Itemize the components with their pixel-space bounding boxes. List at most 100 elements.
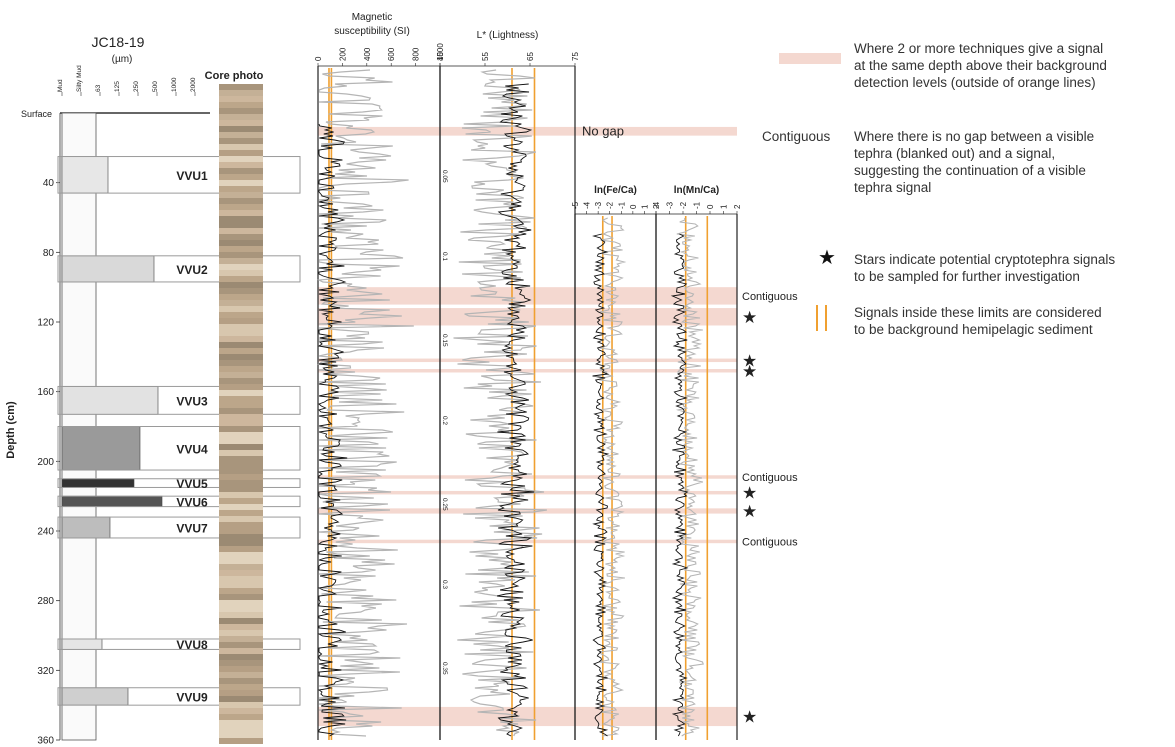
photo-strip xyxy=(219,654,263,660)
photo-strip xyxy=(219,462,263,468)
grain-tick-label: 500 xyxy=(152,81,159,92)
photo-strip xyxy=(219,582,263,588)
depth-tick-label: 320 xyxy=(37,666,54,677)
depth-tick-label: 200 xyxy=(37,457,54,468)
x-tick-label: 1 xyxy=(720,204,729,209)
ms-gray-trace xyxy=(316,69,414,737)
photo-strip xyxy=(219,414,263,420)
x-tick-label: -2 xyxy=(679,201,688,209)
depth-tick-label: 40 xyxy=(43,178,55,189)
core-photo-label: Core photo xyxy=(205,70,264,82)
photo-strip xyxy=(219,426,263,432)
photo-strip xyxy=(219,252,263,258)
unit-box xyxy=(57,638,301,650)
photo-strip xyxy=(219,396,263,402)
photo-strip xyxy=(219,528,263,534)
x-tick-label: -1 xyxy=(693,201,702,209)
photo-strip xyxy=(219,186,263,192)
photo-strip xyxy=(219,468,263,474)
secondary-tick-label: 0.3 xyxy=(441,580,448,589)
core-title: JC18-19 xyxy=(92,34,145,50)
grain-tick-label: 2000 xyxy=(190,77,197,92)
legend-highlight-swatch xyxy=(779,53,841,64)
x-tick-label: 1 xyxy=(640,204,649,209)
unit-box xyxy=(57,495,301,508)
photo-strip xyxy=(219,636,263,642)
photo-strip xyxy=(219,738,263,744)
fe-ca-gray-trace xyxy=(598,217,627,737)
photo-strip xyxy=(219,522,263,528)
photo-strip xyxy=(219,156,263,162)
star-icon: ★ xyxy=(742,484,757,503)
unit-box xyxy=(57,426,301,471)
unit-box xyxy=(57,255,301,283)
x-tick-label: -4 xyxy=(583,201,592,209)
photo-strip xyxy=(219,570,263,576)
legend-lines-text: Signals inside these limits are consider… xyxy=(854,305,1102,337)
legend-highlight-text: Where 2 or more techniques give a signal… xyxy=(854,41,1107,90)
photo-strip xyxy=(219,168,263,174)
unit-box xyxy=(57,687,301,706)
x-tick-label: 65 xyxy=(526,52,535,61)
grain-tick-label: Mud xyxy=(57,79,64,92)
photo-strip xyxy=(219,726,263,732)
photo-strip xyxy=(219,498,263,504)
x-tick-label: -4 xyxy=(652,201,661,209)
annotation-label: Contiguous xyxy=(742,536,798,548)
x-tick-label: 0 xyxy=(706,204,715,209)
secondary-tick-label: 0.25 xyxy=(441,498,448,511)
annotation-label: Contiguous xyxy=(742,472,798,484)
photo-strip xyxy=(219,204,263,210)
grain-tick-label: Silty Mud xyxy=(76,65,83,92)
unit-lithology xyxy=(61,156,109,194)
photo-strip xyxy=(219,402,263,408)
highlight-band xyxy=(318,706,737,727)
photo-strip xyxy=(219,504,263,510)
photo-strip xyxy=(219,630,263,636)
photo-strip xyxy=(219,480,263,486)
x-tick-label: -5 xyxy=(571,201,580,209)
photo-strip xyxy=(219,90,263,96)
x-tick-label: 200 xyxy=(338,47,347,61)
unit-lithology xyxy=(61,687,129,706)
x-tick-label: 45 xyxy=(436,52,445,61)
photo-strip xyxy=(219,348,263,354)
chart-title: ln(Mn/Ca) xyxy=(674,185,720,196)
photo-strip xyxy=(219,378,263,384)
mn-ca-gray-trace xyxy=(675,217,704,737)
secondary-tick-label: 0.1 xyxy=(441,252,448,261)
depth-axis-label: Depth (cm) xyxy=(5,401,17,459)
chart-title: Magnetic xyxy=(352,12,393,23)
photo-strip xyxy=(219,546,263,552)
photo-strip xyxy=(219,132,263,138)
photo-strip xyxy=(219,366,263,372)
photo-strip xyxy=(219,606,263,612)
x-tick-label: -3 xyxy=(666,201,675,209)
photo-strip xyxy=(219,618,263,624)
grain-tick-label: 250 xyxy=(133,81,140,92)
photo-strip xyxy=(219,372,263,378)
photo-strip xyxy=(219,564,263,570)
photo-strip xyxy=(219,306,263,312)
secondary-tick-label: 0.15 xyxy=(441,334,448,347)
annotation-label: No gap xyxy=(582,123,624,138)
lstar-signal-trace xyxy=(496,83,535,737)
photo-strip xyxy=(219,174,263,180)
photo-strip xyxy=(219,354,263,360)
photo-strip xyxy=(219,300,263,306)
photo-strip xyxy=(219,432,263,438)
photo-strip xyxy=(219,192,263,198)
depth-tick-label: 240 xyxy=(37,527,54,538)
photo-strip xyxy=(219,690,263,696)
photo-strip xyxy=(219,324,263,330)
photo-strip xyxy=(219,456,263,462)
photo-strip xyxy=(219,696,263,702)
secondary-tick-label: 0.35 xyxy=(441,662,448,675)
highlight-band xyxy=(318,508,737,514)
photo-strip xyxy=(219,144,263,150)
unit-box xyxy=(57,478,301,488)
unit-box xyxy=(57,385,301,415)
photo-strip xyxy=(219,516,263,522)
x-tick-label: 2 xyxy=(652,204,661,209)
photo-strip xyxy=(219,732,263,738)
